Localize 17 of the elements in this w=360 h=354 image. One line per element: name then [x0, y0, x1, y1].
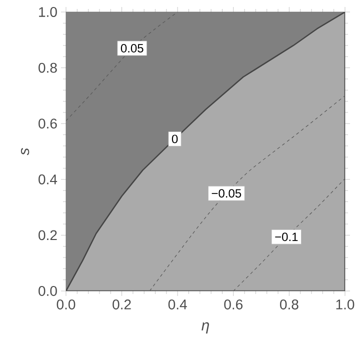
x-tick-label: 1.0: [336, 300, 354, 310]
y-tick-label: 0.6: [38, 118, 57, 129]
line-series: [149, 95, 345, 291]
x-axis-title: η: [202, 322, 209, 334]
y-tick-label: 0.4: [38, 174, 58, 184]
y-tick-label: 1.0: [39, 7, 57, 17]
series-label: 0: [172, 134, 178, 144]
y-tick-label: 0.0: [38, 286, 57, 296]
x-tick-label: 0.0: [56, 300, 76, 310]
line-series: [66, 12, 178, 122]
x-tick-label: 0.8: [280, 300, 298, 310]
x-tick-label: 0.6: [224, 300, 243, 310]
y-tick-label: 0.8: [38, 62, 57, 73]
x-tick-label: 0.2: [112, 300, 131, 310]
x-tick-label: 0.4: [168, 300, 187, 310]
y-axis-title: s: [20, 148, 30, 156]
y-tick-label: 0.2: [38, 230, 57, 240]
